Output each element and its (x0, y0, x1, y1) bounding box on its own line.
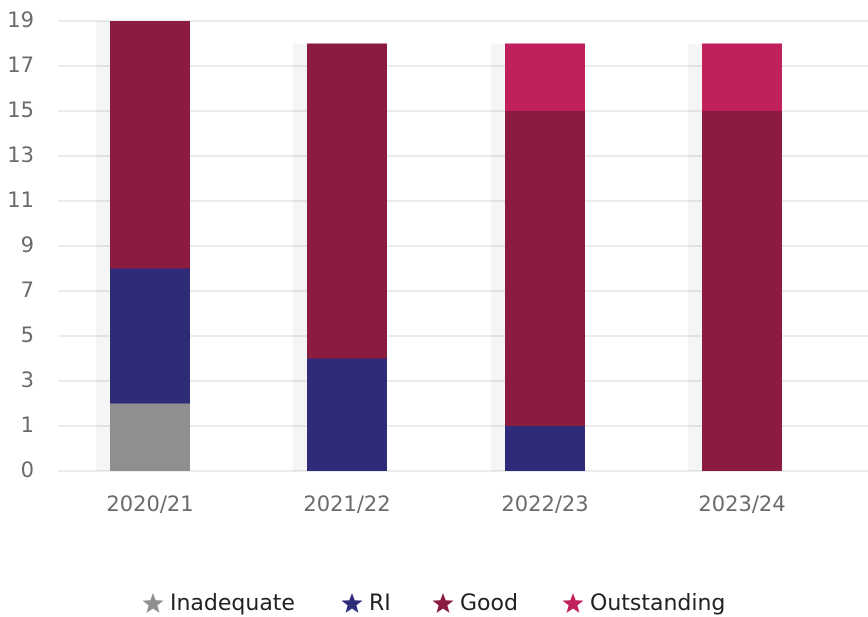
y-tick-label: 19 (7, 8, 34, 32)
bar-segment (307, 43, 387, 359)
bar-segment (307, 358, 387, 471)
x-tick-label: 2022/23 (501, 492, 588, 516)
bar-segment (110, 21, 190, 269)
legend-label: RI (369, 591, 391, 616)
bar-segment (505, 43, 585, 111)
bar-segment (505, 111, 585, 426)
bar-segment (702, 111, 782, 471)
legend-marker (341, 593, 363, 613)
legend-marker (562, 593, 584, 613)
y-tick-label: 17 (7, 53, 34, 77)
y-tick-label: 0 (21, 458, 34, 482)
y-tick-label: 11 (7, 188, 34, 212)
legend-marker (432, 593, 454, 613)
legend-label: Good (460, 591, 518, 616)
x-tick-label: 2021/22 (303, 492, 390, 516)
bar-shadow (96, 21, 110, 471)
y-tick-label: 13 (7, 143, 34, 167)
bar-segment (110, 403, 190, 471)
bar-segment (110, 268, 190, 404)
y-tick-label: 7 (21, 278, 34, 302)
bar-segment (702, 43, 782, 111)
y-tick-label: 3 (21, 368, 34, 392)
legend-label: Inadequate (170, 591, 295, 616)
x-tick-label: 2023/24 (698, 492, 785, 516)
bar-shadow (688, 43, 702, 471)
y-tick-label: 1 (21, 413, 34, 437)
bar-shadow (491, 43, 505, 471)
y-tick-label: 9 (21, 233, 34, 257)
bar-shadow (293, 43, 307, 471)
x-tick-label: 2020/21 (106, 492, 193, 516)
legend-label: Outstanding (590, 591, 725, 616)
y-tick-label: 15 (7, 98, 34, 122)
legend-marker (142, 593, 164, 613)
y-tick-label: 5 (21, 323, 34, 347)
bar-segment (505, 426, 585, 471)
